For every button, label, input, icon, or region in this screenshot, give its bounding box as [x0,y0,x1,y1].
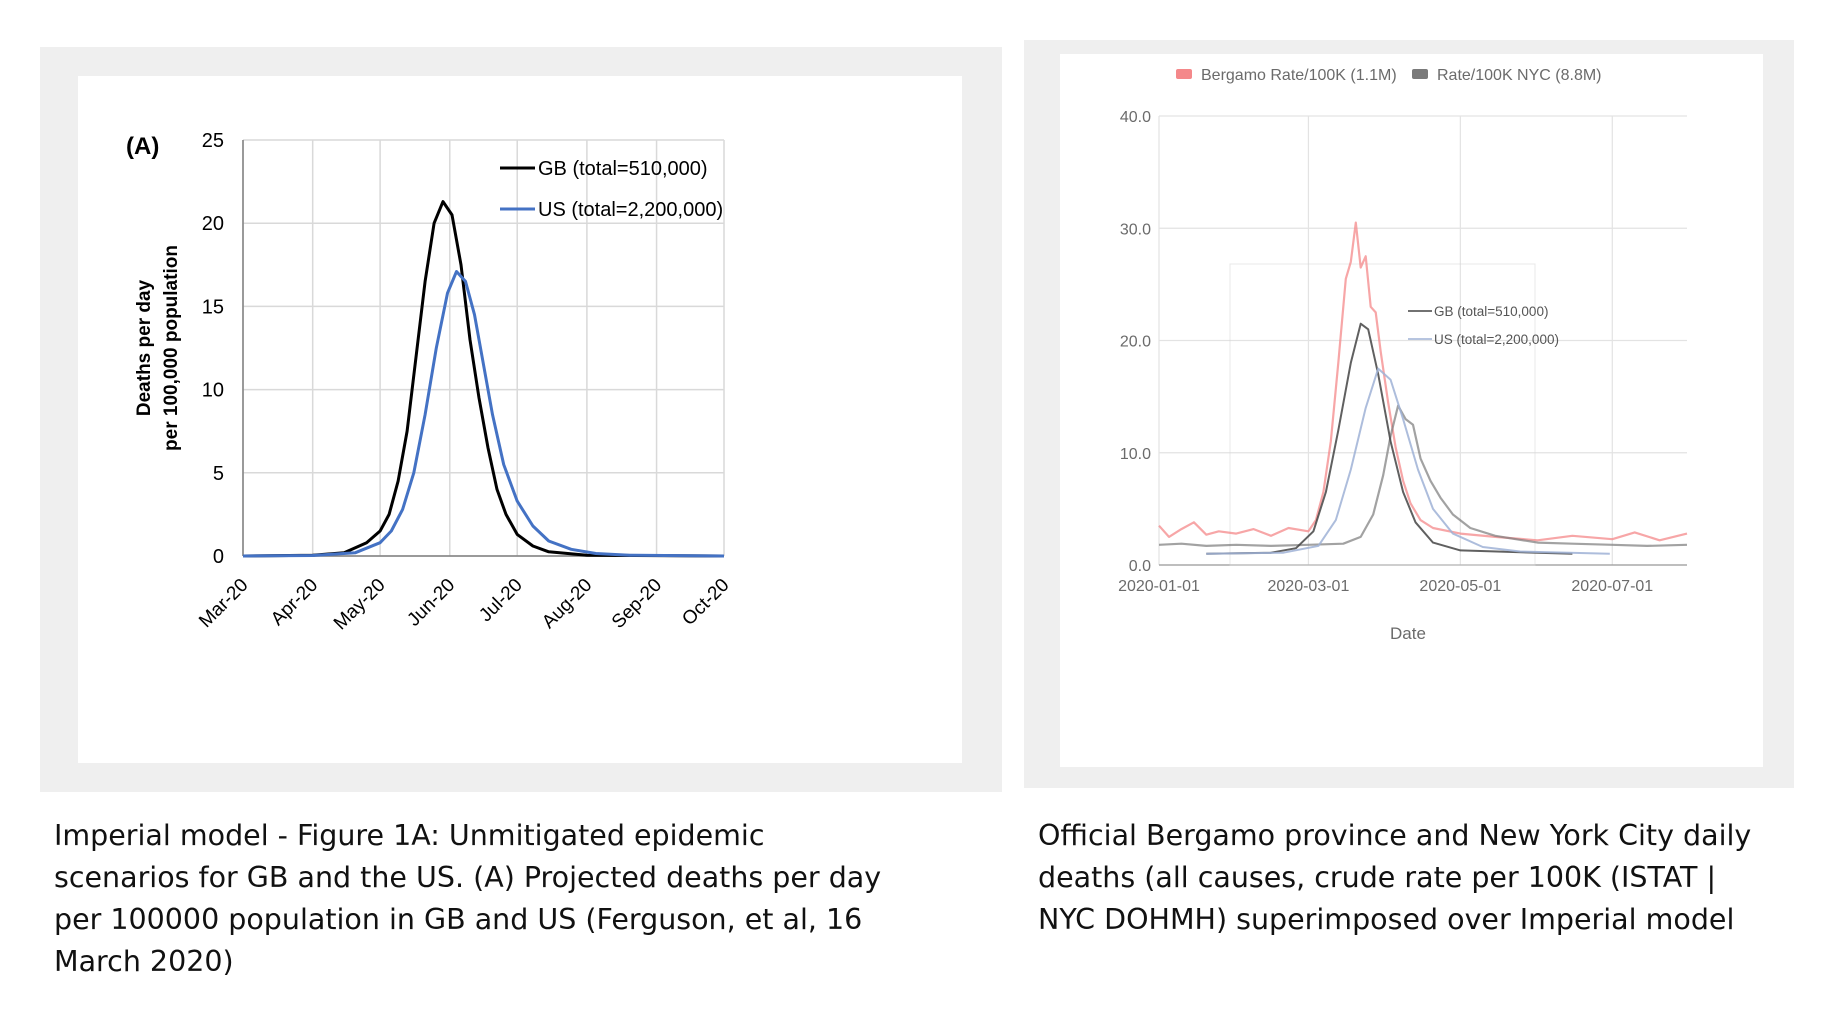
y-tick-label: 40.0 [1120,109,1151,126]
x-tick-label: Aug-20 [538,575,596,633]
caption-line: March 2020) [54,945,234,978]
overlay-line-us [1206,367,1610,555]
x-tick-label: Jul-20 [475,575,526,626]
series-line-nyc [1158,404,1688,547]
series-line-gb [242,200,725,558]
series-line-bergamo [1158,221,1688,542]
caption-line: Imperial model - Figure 1A: Unmitigated … [54,819,765,852]
overlay-legend-label: GB (total=510,000) [1434,304,1548,319]
panel-label: (A) [126,133,159,160]
legend-swatch [1412,69,1428,79]
overlay-line-gb [1206,322,1573,555]
x-tick-label: 2020-07-01 [1571,578,1653,595]
x-tick-label: Jun-20 [403,575,459,631]
y-tick-label: 15 [202,296,224,318]
x-tick-label: 2020-05-01 [1419,578,1501,595]
x-tick-label: 2020-01-01 [1118,578,1200,595]
x-axis-title: Date [1390,624,1426,643]
x-tick-label: May-20 [330,575,390,635]
x-tick-label: Mar-20 [195,575,252,632]
y-tick-label: 25 [202,130,224,152]
left-chart-panel: 0 5 10 15 20 25 Mar-20 Apr-20 May-20 Jun-20 Jul-20… [40,47,1002,792]
y-axis-title: Deaths per day per 100,000 population [134,245,182,451]
y-tick-label: 0.0 [1129,558,1151,575]
imperial-overlay [1229,263,1536,566]
legend-label: US (total=2,200,000) [538,199,723,221]
x-tick-label: Oct-20 [678,575,733,630]
legend-swatch [1176,69,1192,79]
imperial-model-svg: 0 5 10 15 20 25 Mar-20 Apr-20 May-20 Jun-20 Jul-20… [126,130,734,635]
overlay-legend-label: US (total=2,200,000) [1434,332,1559,347]
legend-label: Rate/100K NYC (8.8M) [1437,67,1602,84]
caption-line: scenarios for GB and the US. (A) Project… [54,861,882,894]
x-tick-label: Sep-20 [608,575,666,633]
bergamo-nyc-chart: Bergamo Rate/100K (1.1M) Rate/100K NYC (8… [1060,54,1763,767]
caption-line: NYC DOHMH) superimposed over Imperial mo… [1038,903,1735,936]
caption-line: Official Bergamo province and New York C… [1038,819,1752,852]
imperial-model-chart: 0 5 10 15 20 25 Mar-20 Apr-20 May-20 Jun-20 Jul-20… [78,76,962,763]
y-tick-label: 10.0 [1120,446,1151,463]
legend-label: GB (total=510,000) [538,158,708,180]
y-tick-label: 20.0 [1120,334,1151,351]
legend-label: Bergamo Rate/100K (1.1M) [1201,67,1397,84]
left-figure-caption: Imperial model - Figure 1A: Unmitigated … [54,815,954,983]
caption-line: per 100000 population in GB and US (Ferg… [54,903,863,936]
x-tick-label: 2020-03-01 [1268,578,1350,595]
x-tick-label: Apr-20 [267,575,322,630]
y-tick-label: 5 [213,463,224,485]
y-axis-title-line: per 100,000 population [161,245,182,451]
y-tick-label: 10 [202,380,224,402]
caption-line: deaths (all causes, crude rate per 100K … [1038,861,1717,894]
right-chart-panel: Bergamo Rate/100K (1.1M) Rate/100K NYC (8… [1024,40,1794,788]
y-tick-label: 30.0 [1120,221,1151,238]
series-line-us [242,270,725,558]
y-tick-label: 20 [202,213,224,235]
right-figure-caption: Official Bergamo province and New York C… [1038,815,1828,941]
y-tick-label: 0 [213,546,224,568]
bergamo-nyc-svg: Bergamo Rate/100K (1.1M) Rate/100K NYC (8… [1118,67,1688,643]
y-axis-title-line: Deaths per day [134,279,155,416]
overlay-plot-frame [1229,263,1536,566]
